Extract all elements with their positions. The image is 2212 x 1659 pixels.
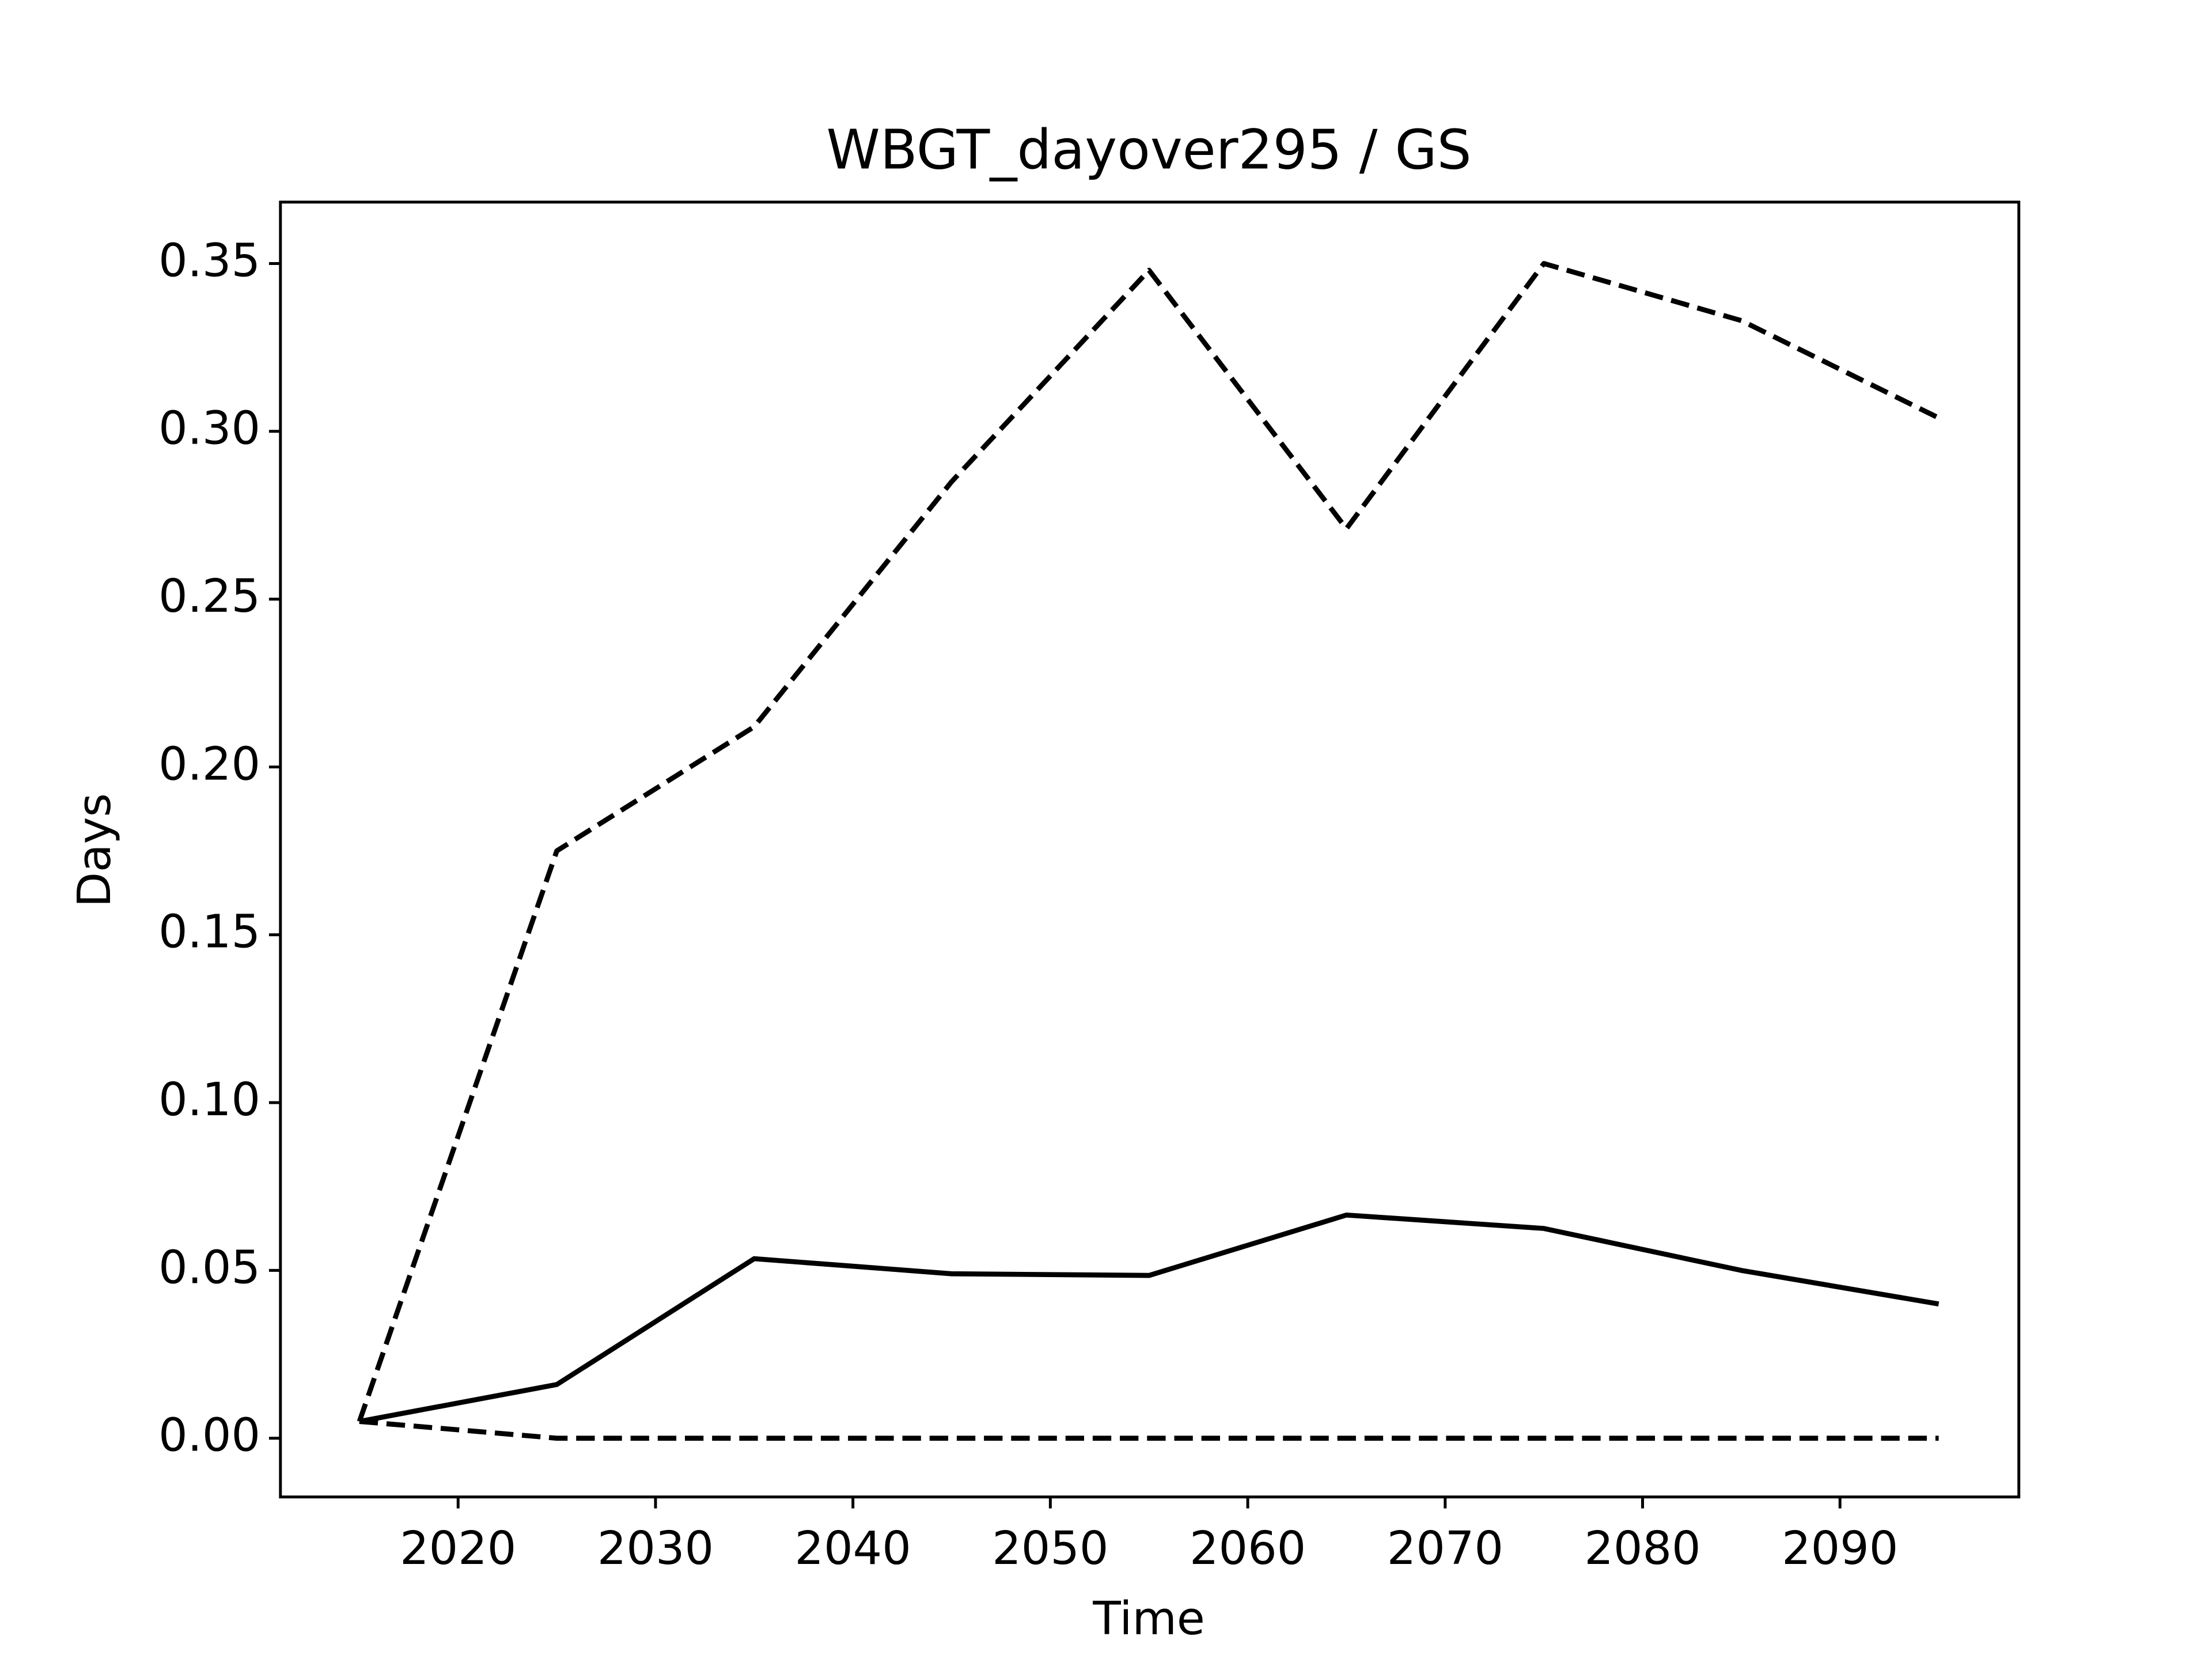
- x-tick-label: 2090: [1782, 1521, 1898, 1575]
- y-tick-label: 0.00: [158, 1408, 260, 1462]
- chart-title: WBGT_dayover295 / GS: [827, 118, 1472, 181]
- y-tick-label: 0.35: [158, 233, 260, 287]
- y-tick-label: 0.15: [158, 905, 260, 959]
- series-line: [359, 1212, 1940, 1424]
- series-line: [359, 1419, 1939, 1441]
- x-axis-label: Time: [1092, 1592, 1205, 1645]
- y-axis-label: Days: [67, 793, 121, 907]
- y-tick-label: 0.30: [158, 402, 260, 455]
- x-tick-label: 2080: [1584, 1521, 1700, 1575]
- series-line: [357, 261, 1940, 1423]
- x-tick-label: 2020: [400, 1521, 516, 1575]
- y-tick-label: 0.10: [158, 1073, 260, 1126]
- x-tick-label: 2060: [1190, 1521, 1306, 1575]
- x-tick-label: 2030: [597, 1521, 714, 1575]
- y-tick-label: 0.20: [158, 737, 260, 790]
- y-tick-label: 0.25: [158, 569, 260, 623]
- x-tick-label: 2070: [1387, 1521, 1503, 1575]
- x-tick-label: 2040: [795, 1521, 911, 1575]
- y-tick-label: 0.05: [158, 1240, 260, 1294]
- plot-frame: [279, 200, 2021, 1499]
- x-tick-label: 2050: [992, 1521, 1108, 1575]
